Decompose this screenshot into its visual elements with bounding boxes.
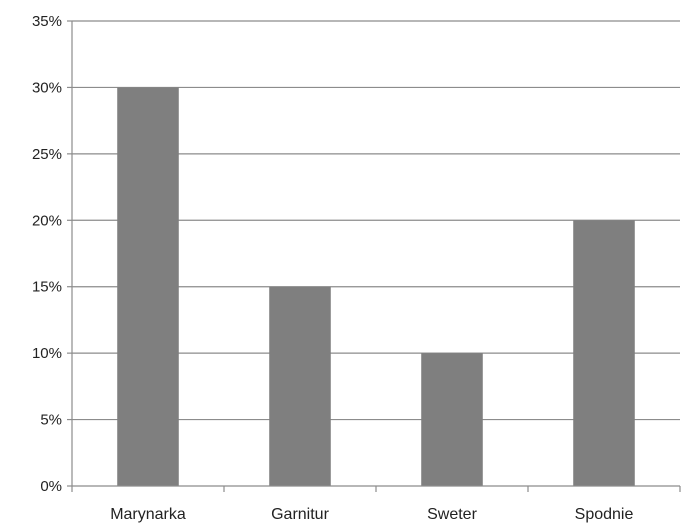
bar-sweter xyxy=(421,353,483,486)
x-tick-label: Spodnie xyxy=(575,506,634,523)
y-tick-label: 25% xyxy=(32,146,62,163)
x-tick-label: Sweter xyxy=(427,506,477,523)
y-tick-label: 15% xyxy=(32,279,62,296)
bar-spodnie xyxy=(573,220,635,487)
axes xyxy=(67,20,681,492)
bar-garnitur xyxy=(269,286,331,486)
y-tick-labels: 0% 5% 10% 15% 20% 25% 30% 35% xyxy=(32,13,62,495)
y-tick-label: 10% xyxy=(32,345,62,362)
bar-marynarka xyxy=(117,87,179,486)
x-tick-label: Garnitur xyxy=(271,506,329,523)
x-tick-labels: Marynarka Garnitur Sweter Spodnie xyxy=(110,506,633,523)
y-tick-label: 20% xyxy=(32,212,62,229)
y-tick-label: 35% xyxy=(32,13,62,30)
y-tick-label: 5% xyxy=(40,412,62,429)
x-tick-label: Marynarka xyxy=(110,506,186,523)
y-tick-label: 30% xyxy=(32,79,62,96)
y-tick-label: 0% xyxy=(40,478,62,495)
bars xyxy=(117,87,635,487)
